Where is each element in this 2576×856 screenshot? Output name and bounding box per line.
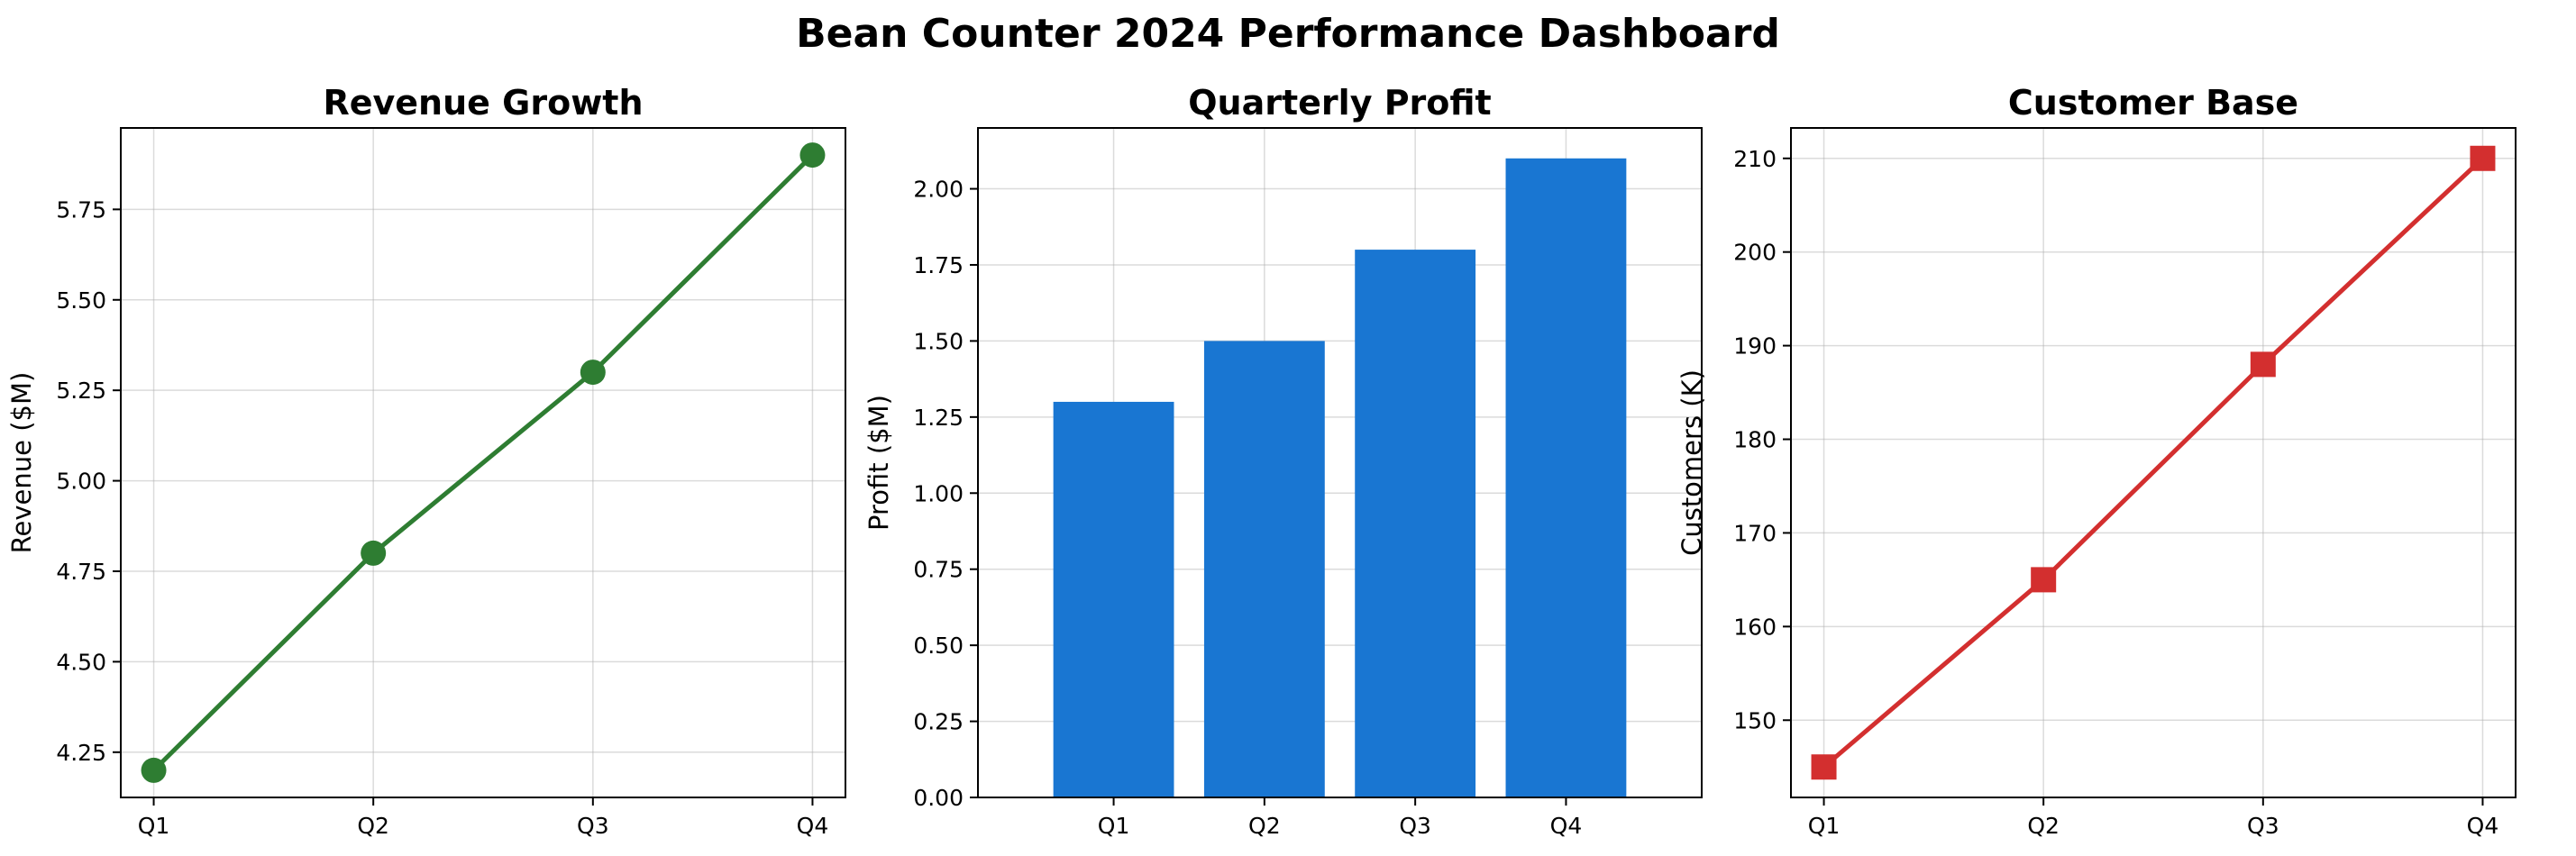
bar-q2 xyxy=(1203,341,1325,797)
axes-frame xyxy=(977,127,1703,798)
y-tick-label: 5.75 xyxy=(56,196,106,223)
series-marks xyxy=(1811,145,2496,780)
bar-q3 xyxy=(1355,250,1476,797)
data-point-q3 xyxy=(2250,351,2276,378)
data-point-q4 xyxy=(2470,145,2496,171)
bar-q4 xyxy=(1505,158,1627,798)
x-tick-label: Q3 xyxy=(1399,813,1431,839)
y-tick-label: 170 xyxy=(1733,520,1777,546)
data-point-q1 xyxy=(1811,754,1837,780)
axis-ticks: 150 160 170 180 190 200 210 Q1 Q2 Q3 Q4 xyxy=(1733,146,2498,839)
y-axis-label: Profit ($M) xyxy=(863,395,894,531)
data-point-q2 xyxy=(2031,567,2057,593)
x-tick-label: Q1 xyxy=(1808,813,1841,839)
customer-base-chart: Customer Base Customers (K) 150 160 170 180… xyxy=(1676,83,2517,839)
data-point-q2 xyxy=(361,540,387,566)
data-point-q4 xyxy=(799,142,826,168)
data-point-q1 xyxy=(141,757,167,783)
x-tick-label: Q3 xyxy=(2247,813,2279,839)
x-tick-label: Q2 xyxy=(2027,813,2060,839)
x-tick-label: Q3 xyxy=(577,813,609,839)
y-tick-label: 160 xyxy=(1733,614,1777,640)
series-line xyxy=(1822,156,2485,769)
axes-frame xyxy=(120,127,846,798)
y-tick-label: 180 xyxy=(1733,427,1777,453)
y-tick-label: 0.25 xyxy=(913,709,964,735)
quarterly-profit-chart: Quarterly Profit Profit ($M) 0.00 0.25 0.5… xyxy=(863,83,1703,839)
y-tick-label: 1.50 xyxy=(913,328,964,354)
series-marks xyxy=(141,142,826,783)
x-tick-label: Q1 xyxy=(138,813,170,839)
chart-title: Customer Base xyxy=(2008,83,2298,123)
series-marks xyxy=(1053,158,1627,798)
grid-lines xyxy=(1791,128,2516,797)
axis-ticks: 4.25 4.50 4.75 5.00 5.25 5.50 5.75 Q1 Q2 Q3 Q4 xyxy=(56,196,828,839)
x-tick-label: Q2 xyxy=(1248,813,1281,839)
x-tick-label: Q4 xyxy=(1550,813,1583,839)
x-tick-label: Q4 xyxy=(2467,813,2499,839)
dashboard-title: Bean Counter 2024 Performance Dashboard xyxy=(796,11,1780,57)
y-tick-label: 4.50 xyxy=(56,649,106,675)
bar-q1 xyxy=(1053,401,1174,797)
chart-title: Revenue Growth xyxy=(323,83,643,123)
axes-frame xyxy=(1790,127,2517,798)
y-tick-label: 4.75 xyxy=(56,559,106,585)
y-tick-label: 200 xyxy=(1733,240,1777,266)
series-line xyxy=(151,153,815,772)
data-point-q3 xyxy=(580,360,606,386)
y-axis-label: Customers (K) xyxy=(1676,369,1707,556)
y-tick-label: 210 xyxy=(1733,146,1777,172)
y-tick-label: 5.50 xyxy=(56,287,106,314)
y-tick-label: 0.50 xyxy=(913,633,964,659)
y-tick-label: 1.00 xyxy=(913,480,964,506)
grid-lines xyxy=(121,128,845,797)
y-tick-label: 1.75 xyxy=(913,252,964,278)
y-tick-label: 4.25 xyxy=(56,740,106,766)
x-tick-label: Q4 xyxy=(797,813,829,839)
y-axis-label: Revenue ($M) xyxy=(6,372,37,554)
y-tick-label: 150 xyxy=(1733,707,1777,733)
revenue-growth-chart: Revenue Growth Revenue ($M) 4.25 4.50 4.75… xyxy=(6,83,846,839)
y-tick-label: 5.25 xyxy=(56,378,106,404)
y-tick-label: 190 xyxy=(1733,333,1777,360)
y-tick-label: 1.25 xyxy=(913,405,964,431)
y-tick-label: 5.00 xyxy=(56,469,106,495)
y-tick-label: 2.00 xyxy=(913,177,964,203)
chart-title: Quarterly Profit xyxy=(1188,83,1491,123)
y-tick-label: 0.00 xyxy=(913,785,964,811)
axis-ticks: 0.00 0.25 0.50 0.75 1.00 1.25 1.50 1.75 2.00 Q1 Q2… xyxy=(913,177,1582,839)
y-tick-label: 0.75 xyxy=(913,557,964,583)
x-tick-label: Q2 xyxy=(357,813,389,839)
x-tick-label: Q1 xyxy=(1098,813,1130,839)
